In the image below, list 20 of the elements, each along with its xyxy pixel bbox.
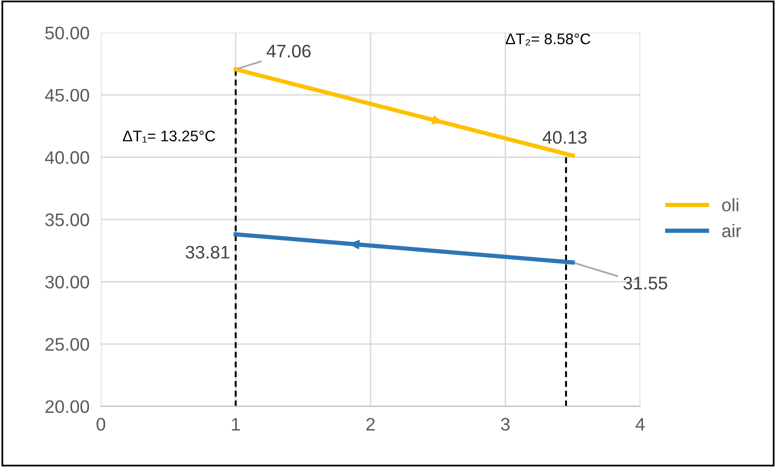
- x-tick-label: 1: [232, 418, 240, 430]
- annotation: ΔT₂= 8.58°C: [506, 33, 590, 46]
- y-tick-label: 25.00: [46, 338, 90, 351]
- data-label: 47.06: [266, 44, 311, 58]
- y-tick-label: 20.00: [46, 400, 90, 414]
- y-tick-label: 30.00: [45, 276, 90, 288]
- y-tick-label: 50.00: [45, 26, 90, 40]
- data-label: 40.13: [542, 131, 587, 144]
- y-tick-label: 45.00: [45, 88, 90, 102]
- x-tick-label: 2: [366, 418, 375, 430]
- x-tick-label: 4: [636, 418, 645, 430]
- y-tick-label: 40.00: [45, 151, 90, 164]
- x-tick-label: 3: [501, 418, 510, 431]
- y-tick-label: 35.00: [45, 213, 90, 226]
- data-label: 33.81: [186, 246, 230, 259]
- annotation: ΔT₁= 13.25°C: [122, 130, 216, 143]
- data-label: 31.55: [623, 276, 668, 290]
- legend-label: oli: [722, 198, 738, 212]
- x-tick-label: 0: [96, 418, 106, 431]
- legend-label: air: [722, 224, 742, 238]
